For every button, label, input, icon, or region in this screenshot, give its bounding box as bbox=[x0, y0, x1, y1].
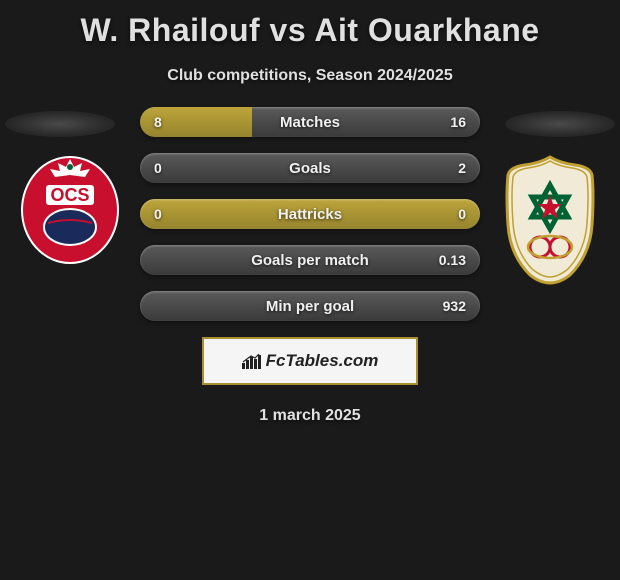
stat-row-goals: 0 Goals 2 bbox=[140, 153, 480, 183]
stat-row-matches: 8 Matches 16 bbox=[140, 107, 480, 137]
stat-label: Goals per match bbox=[140, 252, 480, 269]
stat-right-value: 0 bbox=[458, 206, 466, 222]
stats-list: 8 Matches 16 0 Goals 2 0 Hattricks 0 Goa… bbox=[140, 103, 480, 321]
date-label: 1 march 2025 bbox=[0, 407, 620, 425]
stat-right-value: 932 bbox=[443, 298, 466, 314]
stat-row-hattricks: 0 Hattricks 0 bbox=[140, 199, 480, 229]
brand-label: FcTables.com bbox=[266, 351, 379, 371]
stat-label: Min per goal bbox=[140, 298, 480, 315]
brand-badge[interactable]: FcTables.com bbox=[202, 337, 418, 385]
shadow-oval-right bbox=[505, 111, 615, 137]
comparison-panel: OCS 8 Matches 16 0 Goals 2 0 Hattricks bbox=[0, 103, 620, 425]
stat-right-value: 0.13 bbox=[439, 252, 466, 268]
club-crest-right bbox=[500, 155, 600, 285]
club-crest-left: OCS bbox=[20, 155, 120, 265]
stat-right-value: 16 bbox=[450, 114, 466, 130]
subtitle: Club competitions, Season 2024/2025 bbox=[0, 67, 620, 85]
page-title: W. Rhailouf vs Ait Ouarkhane bbox=[0, 0, 620, 49]
svg-text:OCS: OCS bbox=[50, 185, 89, 205]
stat-label: Matches bbox=[140, 114, 480, 131]
stat-label: Goals bbox=[140, 160, 480, 177]
stat-label: Hattricks bbox=[140, 206, 480, 223]
shadow-oval-left bbox=[5, 111, 115, 137]
stat-row-goals-per-match: Goals per match 0.13 bbox=[140, 245, 480, 275]
stat-row-min-per-goal: Min per goal 932 bbox=[140, 291, 480, 321]
bars-icon bbox=[242, 353, 262, 369]
stat-right-value: 2 bbox=[458, 160, 466, 176]
